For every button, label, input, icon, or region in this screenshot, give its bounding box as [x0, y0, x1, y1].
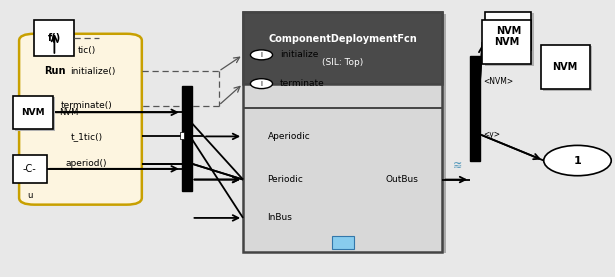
Text: NVM: NVM [553, 62, 578, 72]
Text: -C-: -C- [23, 164, 37, 174]
Bar [482, 20, 531, 64]
Text: t_1tic(): t_1tic() [71, 132, 103, 141]
Text: terminate: terminate [280, 79, 325, 88]
Text: I: I [261, 52, 263, 58]
Text: (SIL: Top): (SIL: Top) [322, 58, 363, 66]
Bar [181, 86, 191, 191]
Text: I: I [261, 81, 263, 87]
Text: NVM: NVM [496, 26, 521, 36]
Text: <NVM>: <NVM> [483, 78, 513, 86]
Circle shape [250, 79, 272, 89]
Text: tic(): tic() [77, 46, 96, 55]
Text: terminate(): terminate() [61, 101, 113, 110]
Text: Periodic: Periodic [268, 175, 303, 184]
Text: NVM: NVM [21, 108, 45, 117]
Bar [13, 96, 53, 129]
Circle shape [250, 50, 272, 60]
Bar [541, 45, 590, 89]
Text: aperiod(): aperiod() [66, 159, 108, 168]
Text: NVM: NVM [494, 37, 520, 47]
Text: f(): f() [48, 33, 61, 43]
Bar [180, 132, 183, 139]
Text: initialize: initialize [280, 50, 319, 59]
Text: Run: Run [44, 66, 65, 76]
Bar [331, 236, 354, 249]
Bar [543, 47, 592, 91]
Text: ≋: ≋ [453, 161, 462, 171]
Text: initialize(): initialize() [70, 67, 116, 76]
Bar [243, 12, 443, 252]
Bar [470, 56, 480, 161]
Bar [13, 155, 47, 183]
Bar [34, 20, 74, 56]
Bar [488, 13, 534, 52]
Text: InBus: InBus [268, 214, 293, 222]
Bar [485, 12, 531, 50]
Circle shape [544, 145, 611, 176]
Bar [15, 98, 55, 130]
Bar [485, 22, 534, 66]
Text: Aperiodic: Aperiodic [268, 132, 311, 141]
Bar [246, 14, 445, 253]
Text: 1: 1 [574, 156, 581, 166]
Text: ComponentDeploymentFcn: ComponentDeploymentFcn [268, 34, 417, 44]
FancyBboxPatch shape [19, 34, 142, 205]
Bar [243, 12, 443, 84]
Text: <y>: <y> [483, 130, 500, 139]
Text: OutBus: OutBus [385, 175, 418, 184]
Text: NVM: NVM [59, 108, 78, 117]
Bar [41, 97, 54, 124]
Text: u: u [27, 191, 33, 199]
